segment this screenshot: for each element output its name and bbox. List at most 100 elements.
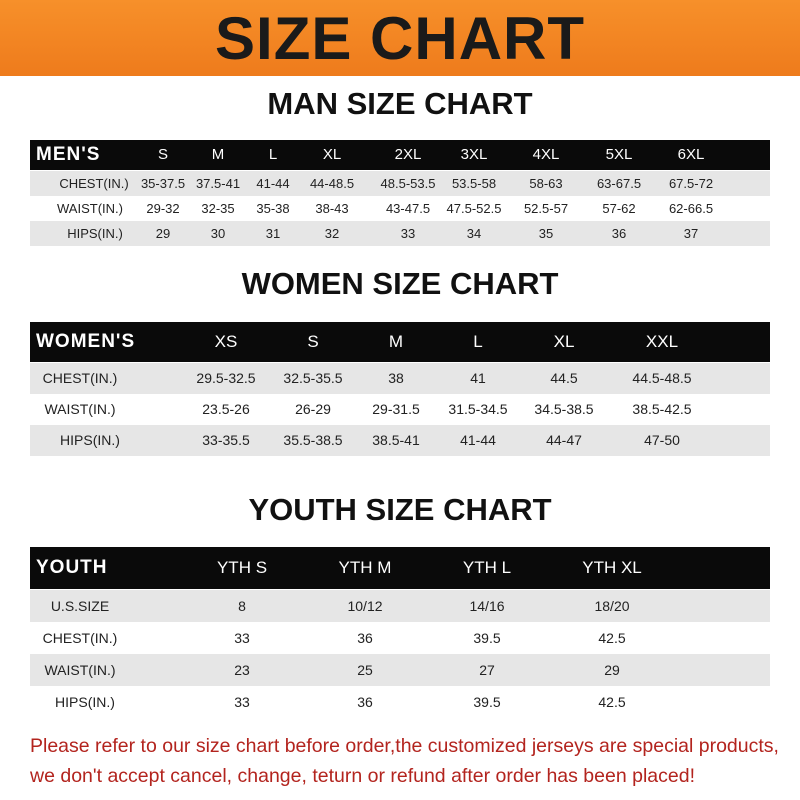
- table-cell: 35-38: [256, 201, 290, 216]
- size-header: XL: [322, 146, 342, 163]
- table-cell: 8: [238, 598, 246, 614]
- table-cell: 31.5-34.5: [448, 401, 508, 417]
- size-header: 5XL: [605, 146, 633, 163]
- note-line-2: we don't accept cancel, change, teturn o…: [30, 765, 695, 787]
- table-cell: 52.5-57: [523, 201, 569, 216]
- table-cell: 18/20: [594, 598, 630, 614]
- table-cell: 32-35: [201, 201, 235, 216]
- row-label: WAIST(IN.): [44, 401, 116, 417]
- table-cell: 33: [234, 694, 250, 710]
- table-row: U.S.SIZE 8 10/12 14/16 18/20: [30, 590, 770, 622]
- table-cell: 35.5-38.5: [283, 432, 343, 448]
- table-cell: 48.5-53.5: [380, 176, 436, 191]
- table-cell: 62-66.5: [668, 201, 714, 216]
- table-cell: 41-44: [460, 432, 496, 448]
- row-label: HIPS(IN.): [67, 226, 123, 241]
- table-cell: 57-62: [602, 201, 636, 216]
- table-cell: 26-29: [295, 401, 331, 417]
- men-section-title: MAN SIZE CHART: [267, 86, 533, 121]
- table-cell: 33: [400, 226, 416, 241]
- title-banner: SIZE CHART: [0, 0, 800, 76]
- size-header: L: [473, 332, 483, 351]
- table-cell: 29: [155, 226, 171, 241]
- table-cell: 14/16: [469, 598, 505, 614]
- row-label: CHEST(IN.): [59, 176, 129, 191]
- table-cell: 36: [611, 226, 627, 241]
- size-header: 3XL: [460, 146, 488, 163]
- size-header: XXL: [645, 332, 679, 351]
- table-header-row: YOUTH YTH S YTH M YTH L YTH XL: [30, 547, 770, 589]
- table-row: CHEST(IN.) 35-37.5 37.5-41 41-44 44-48.5 48.5…: [30, 171, 770, 196]
- table-cell: 42.5: [598, 694, 626, 710]
- table-row: WAIST(IN.) 29-32 32-35 35-38 38-43 43-47.5 47.…: [30, 196, 770, 221]
- table-cell: 47.5-52.5: [446, 201, 502, 216]
- table-cell: 34: [466, 226, 482, 241]
- size-header: M: [388, 332, 404, 351]
- table-cell: 58-63: [529, 176, 563, 191]
- row-label: HIPS(IN.): [55, 694, 115, 710]
- table-cell: 44.5-48.5: [632, 370, 692, 386]
- table-cell: 38-43: [315, 201, 349, 216]
- size-header: 6XL: [677, 146, 705, 163]
- table-cell: 44-47: [546, 432, 582, 448]
- size-header: XS: [214, 332, 238, 351]
- row-label: WAIST(IN.): [44, 662, 116, 678]
- table-cell: 23: [234, 662, 250, 678]
- size-header: 2XL: [394, 146, 422, 163]
- table-cell: 35-37.5: [140, 176, 186, 191]
- table-cell: 30: [210, 226, 226, 241]
- size-header: 4XL: [532, 146, 560, 163]
- row-label: HIPS(IN.): [60, 432, 120, 448]
- table-cell: 10/12: [347, 598, 383, 614]
- header-label: YOUTH: [36, 557, 108, 578]
- note-line-1: Please refer to our size chart before or…: [30, 735, 779, 757]
- table-cell: 31: [265, 226, 281, 241]
- table-row: HIPS(IN.) 29 30 31 32 33 34 35 36 37: [30, 221, 770, 246]
- table-row: HIPS(IN.) 33-35.5 35.5-38.5 38.5-41 41-44 44-…: [30, 425, 770, 456]
- table-header-row: WOMEN'S XS S M L XL XXL: [30, 322, 770, 362]
- row-label: CHEST(IN.): [42, 630, 118, 646]
- table-cell: 41: [470, 370, 486, 386]
- table-cell: 29-31.5: [372, 401, 420, 417]
- table-cell: 53.5-58: [451, 176, 497, 191]
- table-cell: 29: [604, 662, 620, 678]
- table-cell: 35: [538, 226, 554, 241]
- table-cell: 38.5-41: [372, 432, 420, 448]
- table-cell: 29-32: [146, 201, 180, 216]
- table-cell: 33: [234, 630, 250, 646]
- size-header: XL: [553, 332, 575, 351]
- table-cell: 36: [357, 694, 373, 710]
- table-row: CHEST(IN.) 33 36 39.5 42.5: [30, 622, 770, 654]
- size-header: S: [307, 332, 319, 351]
- table-header-row: MEN'S S M L XL 2XL 3XL 4XL 5XL 6XL: [30, 140, 770, 170]
- table-cell: 39.5: [473, 630, 501, 646]
- row-label: WAIST(IN.): [57, 201, 123, 216]
- table-cell: 39.5: [473, 694, 501, 710]
- youth-section-title: YOUTH SIZE CHART: [248, 492, 552, 527]
- header-label: MEN'S: [36, 144, 101, 165]
- table-cell: 36: [357, 630, 373, 646]
- table-cell: 23.5-26: [202, 401, 250, 417]
- page-title: SIZE CHART: [215, 5, 585, 72]
- table-cell: 37.5-41: [195, 176, 241, 191]
- table-cell: 33-35.5: [202, 432, 250, 448]
- header-label: WOMEN'S: [36, 331, 136, 352]
- table-cell: 32: [324, 226, 340, 241]
- table-cell: 44.5: [550, 370, 578, 386]
- women-section-title: WOMEN SIZE CHART: [241, 266, 559, 301]
- table-cell: 41-44: [256, 176, 290, 191]
- size-header: YTH XL: [582, 558, 642, 577]
- table-cell: 37: [683, 226, 699, 241]
- table-cell: 44-48.5: [309, 176, 355, 191]
- size-header: L: [268, 146, 278, 163]
- table-cell: 27: [479, 662, 495, 678]
- size-header: YTH M: [338, 558, 392, 577]
- table-cell: 47-50: [644, 432, 680, 448]
- table-cell: 29.5-32.5: [196, 370, 256, 386]
- table-cell: 67.5-72: [668, 176, 714, 191]
- table-cell: 43-47.5: [385, 201, 431, 216]
- table-cell: 38: [388, 370, 404, 386]
- table-row: WAIST(IN.) 23 25 27 29: [30, 654, 770, 686]
- size-header: S: [157, 146, 169, 163]
- table-cell: 25: [357, 662, 373, 678]
